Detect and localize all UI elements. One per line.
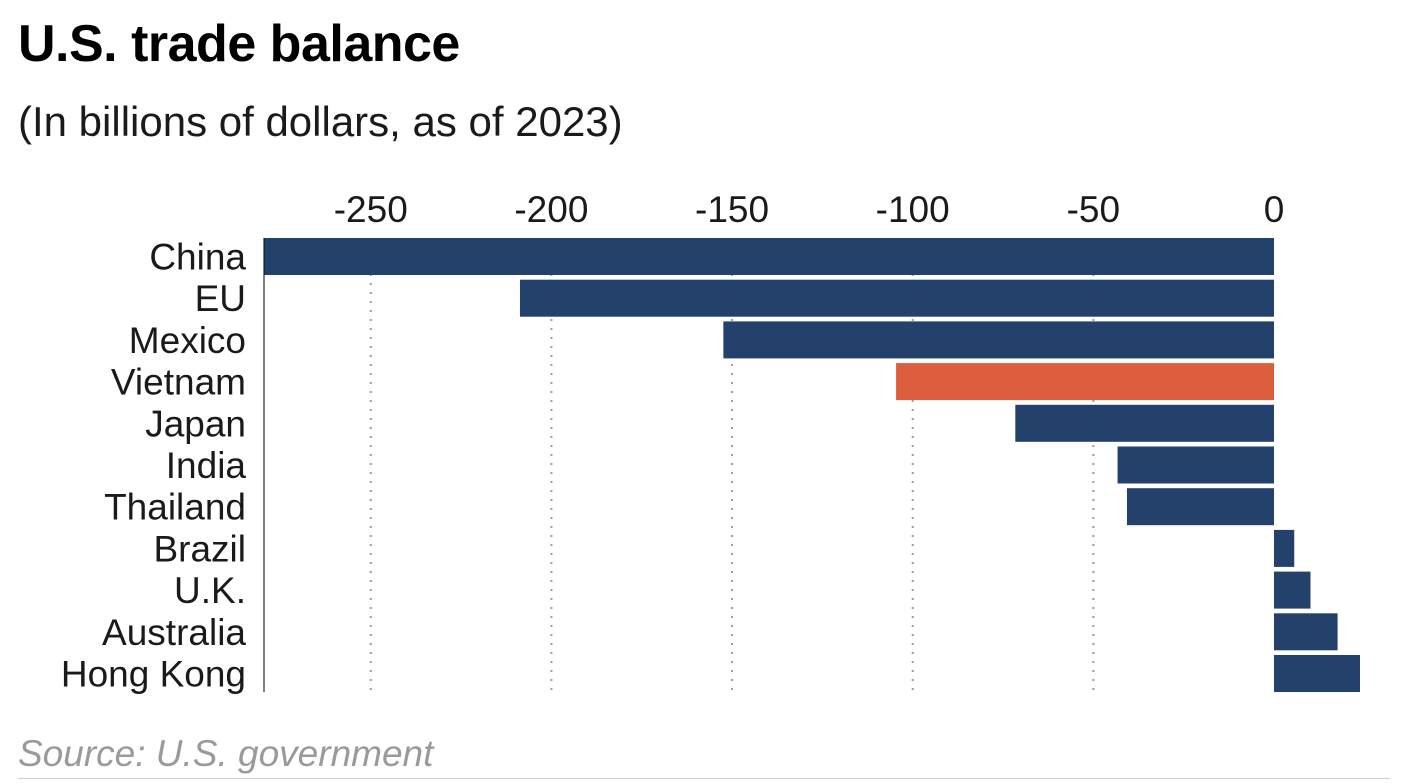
x-tick-label: -200 [514, 189, 588, 230]
x-tick-label: 0 [1264, 189, 1285, 230]
category-label-hong-kong: Hong Kong [61, 654, 246, 695]
category-label-vietnam: Vietnam [111, 362, 246, 403]
bar-japan [1015, 404, 1274, 442]
chart-subtitle: (In billions of dollars, as of 2023) [18, 98, 623, 145]
x-tick-label: -250 [334, 189, 408, 230]
category-label-eu: EU [195, 278, 246, 319]
bar-hong-kong [1274, 655, 1360, 692]
bar-australia [1274, 613, 1338, 651]
category-label-thailand: Thailand [104, 487, 246, 528]
category-label-u-k: U.K. [174, 570, 246, 611]
bar-eu [519, 279, 1274, 317]
category-labels: ChinaEUMexicoVietnamJapanIndiaThailandBr… [61, 237, 247, 695]
source-note: Source: U.S. government [18, 733, 434, 774]
bar-brazil [1274, 529, 1295, 567]
chart-title: U.S. trade balance [18, 15, 460, 73]
category-label-brazil: Brazil [153, 528, 246, 569]
bar-india [1117, 446, 1274, 484]
category-label-india: India [166, 445, 247, 486]
gridlines [369, 238, 1095, 692]
bars [264, 238, 1360, 692]
bottom-divider [18, 778, 1390, 779]
bar-mexico [723, 321, 1274, 359]
x-tick-label: -150 [695, 189, 769, 230]
x-axis-ticks: -250 -200 -150 -100 -50 0 [334, 189, 1285, 230]
x-tick-label: -100 [876, 189, 950, 230]
bar-thailand [1126, 488, 1274, 526]
bar-vietnam [896, 363, 1274, 401]
category-label-mexico: Mexico [129, 320, 246, 361]
x-tick-label: -50 [1067, 189, 1120, 230]
category-label-china: China [149, 237, 246, 278]
bar-china [264, 238, 1274, 275]
category-label-australia: Australia [102, 612, 246, 653]
bar-u-k [1274, 571, 1311, 609]
category-label-japan: Japan [145, 403, 246, 444]
